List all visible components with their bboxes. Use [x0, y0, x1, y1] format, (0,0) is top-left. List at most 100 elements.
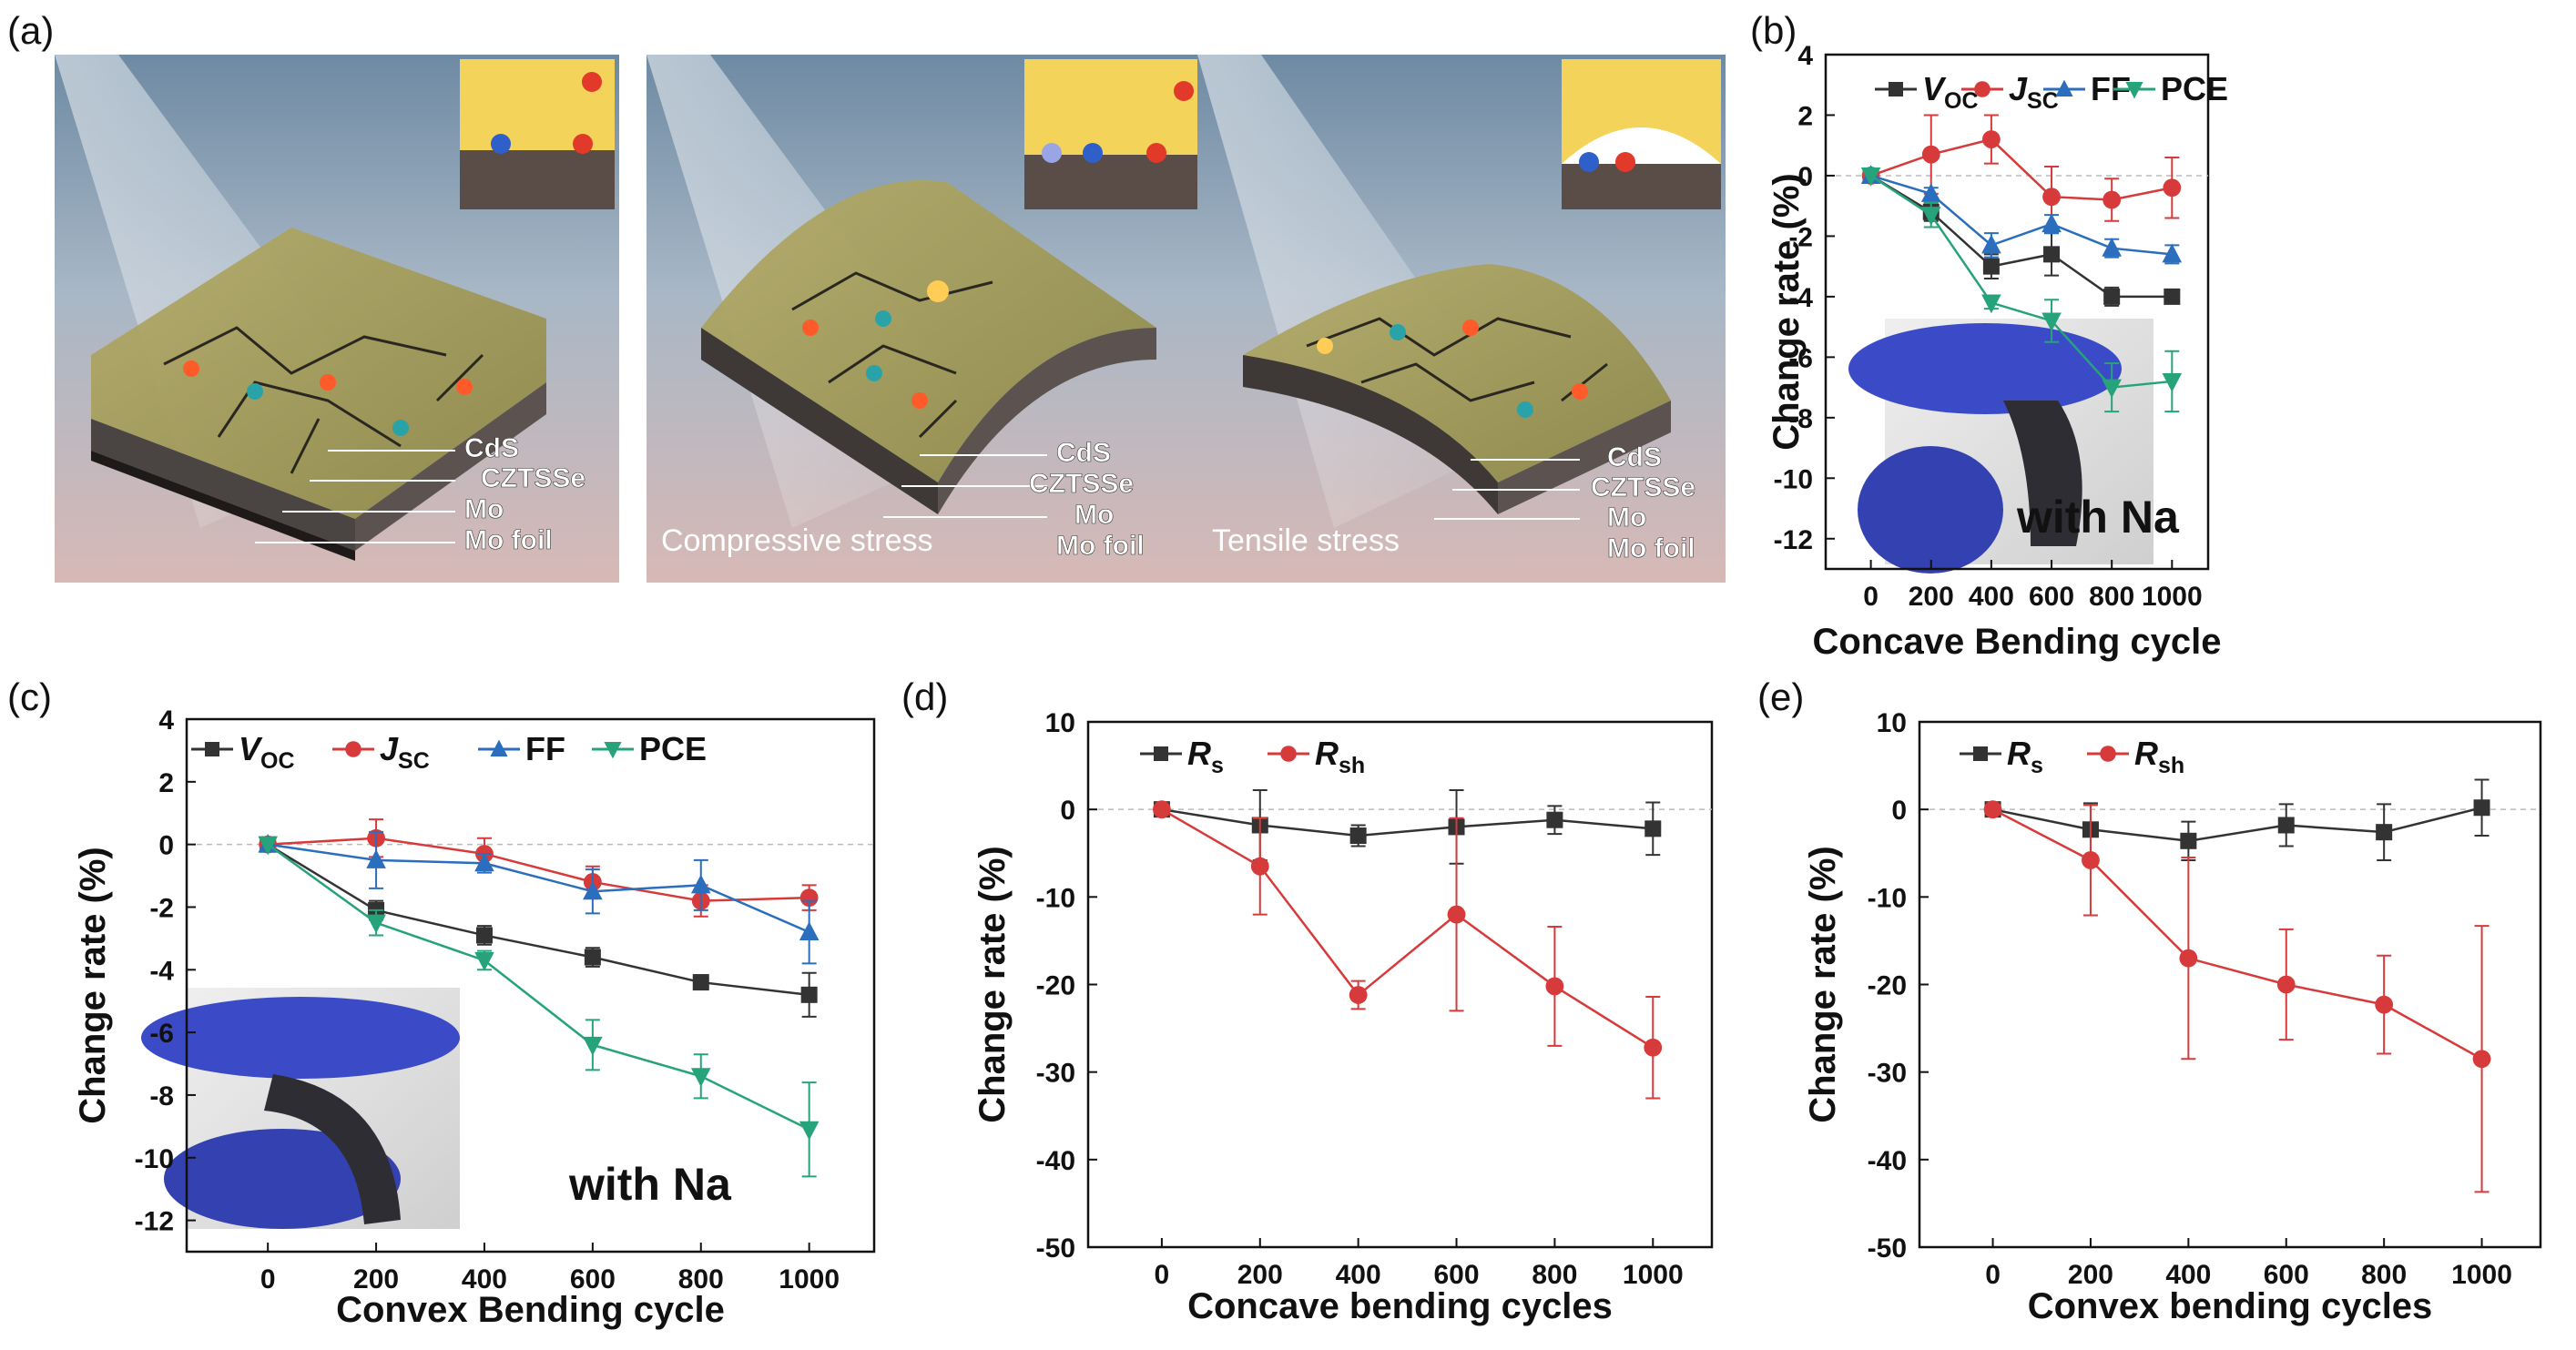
- data-point: [2102, 238, 2122, 257]
- y-tick-label: 10: [1877, 708, 1907, 738]
- y-tick-label: -4: [149, 956, 174, 986]
- data-point: [2277, 817, 2295, 834]
- legend-label: JSC: [2009, 70, 2059, 114]
- data-point: [2162, 372, 2183, 392]
- y-tick-label: 0: [158, 831, 174, 861]
- x-tick-label: 1000: [1623, 1260, 1684, 1290]
- legend-marker: [604, 742, 622, 759]
- chart-b: (b)4 2 0 -2 -4 -6 -8 -10 -12 0 200 400 600 800 1000 Con…: [1750, 9, 2228, 662]
- x-tick-label: 400: [2165, 1260, 2211, 1290]
- y-axis-label: Change rate (%): [1767, 173, 1807, 451]
- layer-label: CZTSSe: [1029, 469, 1134, 499]
- legend-label-sub: OC: [1944, 88, 1979, 114]
- x-tick-label: 200: [2068, 1260, 2113, 1290]
- panel-letter-b: (b): [1750, 9, 1797, 52]
- layer-label: CZTSSe: [1591, 472, 1695, 502]
- x-tick-label: 800: [2089, 582, 2134, 612]
- legend-label-main: FF: [525, 730, 565, 767]
- x-tick-label: 0: [1863, 582, 1879, 612]
- series-Rs: [1153, 789, 1662, 865]
- x-tick-label: 600: [1433, 1260, 1479, 1290]
- data-point: [1920, 207, 1941, 226]
- legend-marker: [490, 739, 508, 756]
- legend-label: Rsh: [1315, 735, 1365, 778]
- y-tick-label: -8: [149, 1081, 174, 1111]
- data-point: [1920, 183, 1941, 202]
- legend-marker: [2125, 82, 2143, 99]
- y-tick-label: 2: [158, 768, 174, 798]
- data-point: [2042, 188, 2061, 207]
- legend-marker: [1973, 746, 1988, 761]
- stress-caption: Tensile stress: [1212, 523, 1400, 558]
- legend-label-sub: s: [1211, 753, 1224, 778]
- with-na-label: with Na: [2016, 492, 2180, 543]
- y-tick-label: 2: [1797, 101, 1813, 131]
- series-JSC: [1861, 114, 2182, 228]
- data-point: [799, 921, 820, 940]
- series-FF: [258, 830, 820, 965]
- x-tick-label: 800: [1532, 1260, 1577, 1290]
- data-point: [690, 874, 711, 894]
- legend-label-main: V: [239, 730, 263, 767]
- data-point: [1644, 820, 1662, 837]
- legend-marker: [2055, 79, 2073, 96]
- data-point: [799, 1121, 820, 1141]
- x-tick-label: 0: [1155, 1260, 1170, 1290]
- data-point: [583, 1036, 603, 1056]
- series-JSC: [259, 818, 819, 918]
- legend-marker: [1154, 746, 1168, 761]
- legend-label-sub: OC: [260, 748, 295, 774]
- y-axis-label: Change rate (%): [1803, 846, 1843, 1123]
- y-tick-label: -10: [135, 1144, 174, 1174]
- y-tick-label: -10: [1036, 883, 1075, 913]
- y-tick-label: -2: [1788, 222, 1813, 252]
- data-point: [2376, 824, 2393, 841]
- legend-marker: [205, 742, 219, 756]
- data-point: [1981, 130, 2001, 148]
- chart-c: (c) 4 2 0 -2 -4 -6 -8 -10 -12 0 200 400 600 800 1000 Con…: [7, 675, 876, 1330]
- series-line: [1870, 174, 2173, 256]
- legend-label: PCE: [2161, 70, 2228, 107]
- x-tick-label: 0: [260, 1264, 276, 1294]
- data-point: [583, 880, 603, 900]
- data-point: [1349, 827, 1367, 845]
- x-axis-label: Convex bending cycles: [2028, 1286, 2433, 1326]
- legend-label: Rsh: [2134, 735, 2184, 778]
- data-point: [2102, 379, 2122, 399]
- y-tick-label: -20: [1868, 971, 1907, 1001]
- data-point: [1981, 234, 2001, 254]
- layer-label: CZTSSe: [481, 463, 585, 493]
- stress-caption: Compressive stress: [661, 523, 933, 558]
- x-axis-label: Concave bending cycles: [1187, 1286, 1613, 1326]
- data-point: [1545, 977, 1564, 996]
- legend-label-main: V: [1922, 70, 1947, 107]
- series-line: [1161, 807, 1654, 837]
- illustration-flat: CdS CZTSSe Mo Mo foil: [55, 55, 619, 583]
- legend-label-main: R: [1315, 735, 1339, 772]
- legend-marker: [1280, 746, 1297, 762]
- layer-label: Mo foil: [464, 525, 553, 555]
- y-tick-label: -50: [1036, 1233, 1075, 1264]
- series-line: [267, 843, 809, 997]
- y-tick-label: 0: [1891, 796, 1907, 826]
- y-tick-label: -6: [1788, 343, 1813, 373]
- y-tick-label: 0: [1060, 796, 1075, 826]
- legend-entry-PCE: PCE: [2113, 70, 2228, 107]
- series-Rsh: [1983, 800, 2491, 1193]
- data-point: [690, 1068, 711, 1087]
- legend-entry-FF: FF: [478, 730, 565, 767]
- panel-letter-e: (e): [1757, 675, 1804, 718]
- layer-label: Mo: [1074, 500, 1114, 530]
- legend-entry-Rsh: Rsh: [2087, 735, 2184, 778]
- x-tick-label: 1000: [2142, 582, 2203, 612]
- data-point: [2473, 799, 2490, 817]
- y-tick-label: -30: [1036, 1059, 1075, 1089]
- x-tick-label: 800: [678, 1264, 724, 1294]
- legend-label: PCE: [639, 730, 707, 767]
- data-point: [1349, 986, 1368, 1004]
- series-line: [1869, 174, 2173, 299]
- layer-label: CdS: [464, 433, 519, 463]
- plot-frame: [1086, 720, 1714, 1249]
- layer-label: Mo foil: [1056, 531, 1145, 561]
- data-point: [799, 888, 819, 908]
